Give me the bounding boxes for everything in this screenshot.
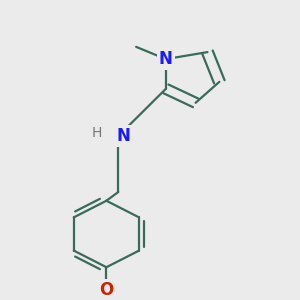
Text: N: N xyxy=(159,50,173,68)
Text: H: H xyxy=(91,126,102,140)
Text: O: O xyxy=(99,281,113,299)
Text: N: N xyxy=(116,127,130,145)
